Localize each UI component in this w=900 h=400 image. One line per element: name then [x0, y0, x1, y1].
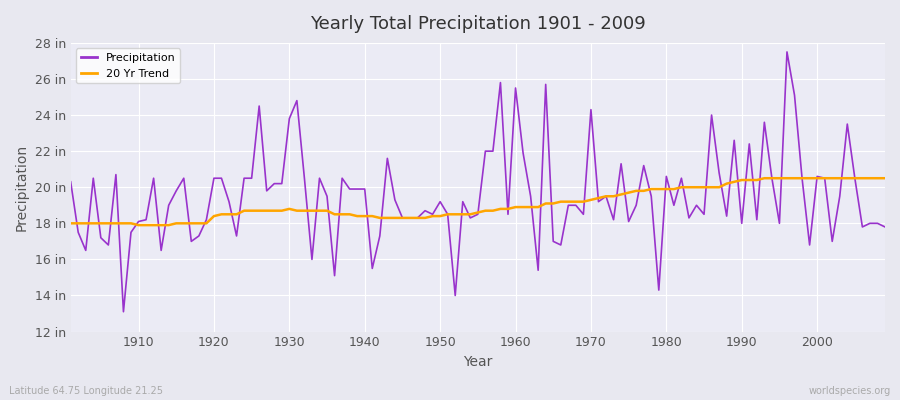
Precipitation — [879, 224, 890, 229]
20 Yr Trend — [518, 205, 528, 210]
Legend: Precipitation, 20 Yr Trend: Precipitation, 20 Yr Trend — [76, 48, 180, 83]
Y-axis label: Precipitation: Precipitation — [15, 144, 29, 231]
Line: Precipitation: Precipitation — [71, 52, 885, 312]
20 Yr Trend — [759, 176, 769, 181]
Precipitation — [118, 309, 129, 314]
20 Yr Trend — [608, 194, 619, 199]
20 Yr Trend — [66, 221, 77, 226]
Title: Yearly Total Precipitation 1901 - 2009: Yearly Total Precipitation 1901 - 2009 — [310, 15, 645, 33]
Precipitation — [299, 176, 310, 181]
20 Yr Trend — [133, 223, 144, 228]
Precipitation — [510, 86, 521, 90]
Precipitation — [608, 217, 619, 222]
X-axis label: Year: Year — [464, 355, 492, 369]
Precipitation — [66, 180, 77, 184]
Line: 20 Yr Trend: 20 Yr Trend — [71, 178, 885, 225]
Precipitation — [518, 150, 528, 155]
Text: Latitude 64.75 Longitude 21.25: Latitude 64.75 Longitude 21.25 — [9, 386, 163, 396]
20 Yr Trend — [299, 208, 310, 213]
Precipitation — [133, 219, 144, 224]
20 Yr Trend — [345, 212, 356, 217]
Precipitation — [781, 50, 792, 54]
20 Yr Trend — [510, 205, 521, 210]
Precipitation — [345, 187, 356, 192]
Text: worldspecies.org: worldspecies.org — [809, 386, 891, 396]
20 Yr Trend — [879, 176, 890, 181]
20 Yr Trend — [126, 221, 137, 226]
